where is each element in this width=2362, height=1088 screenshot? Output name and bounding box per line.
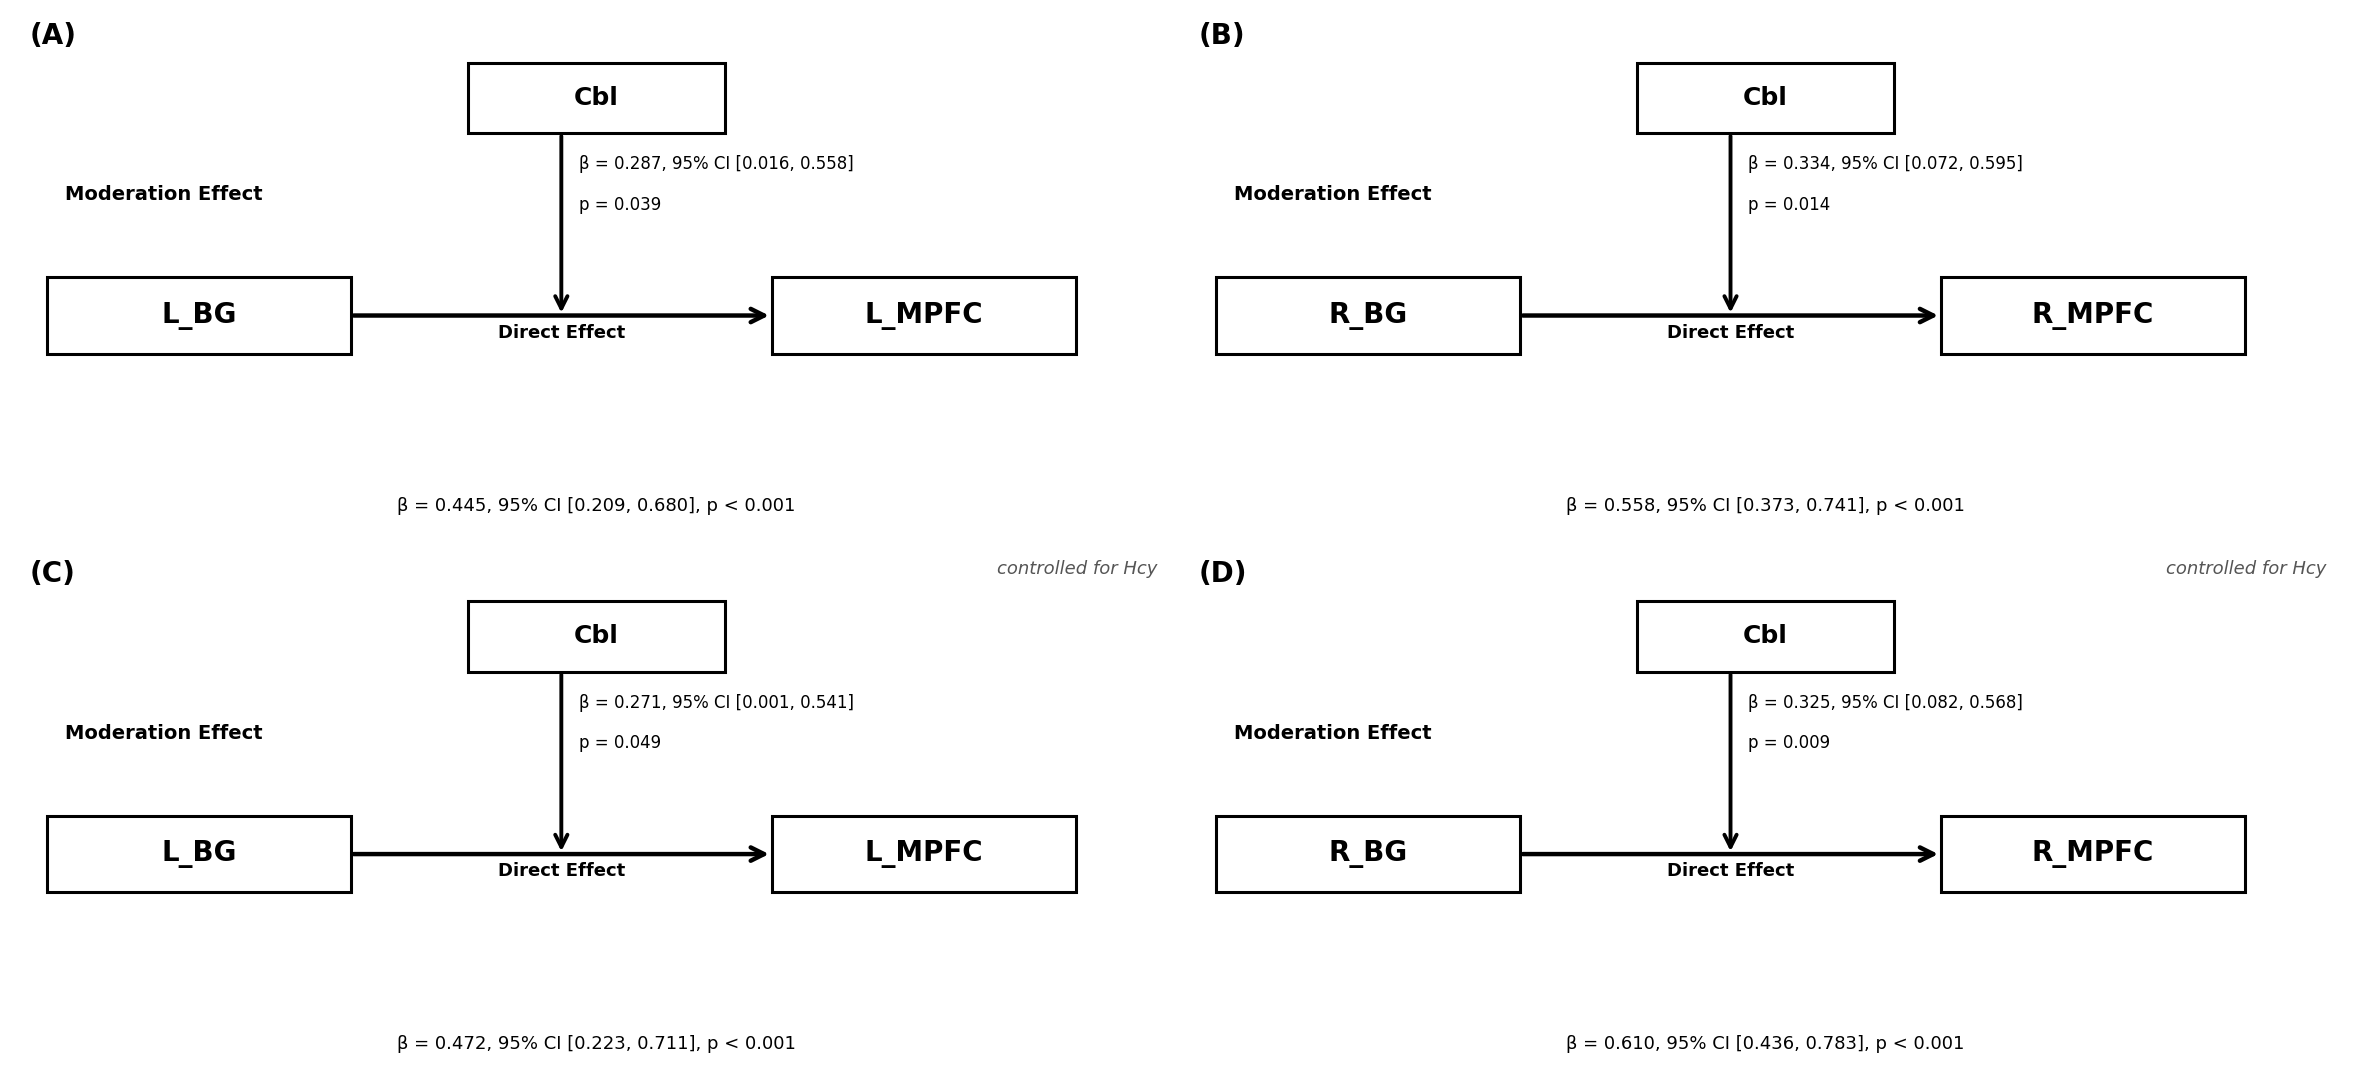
Text: β = 0.334, 95% CI [0.072, 0.595]: β = 0.334, 95% CI [0.072, 0.595]: [1748, 154, 2022, 173]
Text: Cbl: Cbl: [1743, 625, 1788, 648]
Text: L_MPFC: L_MPFC: [864, 301, 983, 330]
FancyBboxPatch shape: [1216, 816, 1521, 892]
FancyBboxPatch shape: [468, 601, 725, 671]
Text: R_MPFC: R_MPFC: [2031, 840, 2154, 868]
Text: p = 0.014: p = 0.014: [1748, 196, 1831, 214]
Text: p = 0.049: p = 0.049: [579, 734, 661, 753]
Text: Direct Effect: Direct Effect: [1668, 324, 1795, 342]
Text: p = 0.009: p = 0.009: [1748, 734, 1831, 753]
Text: Cbl: Cbl: [574, 86, 619, 110]
Text: Cbl: Cbl: [1743, 86, 1788, 110]
FancyBboxPatch shape: [47, 277, 352, 354]
Text: R_BG: R_BG: [1327, 840, 1408, 868]
FancyBboxPatch shape: [1637, 601, 1894, 671]
Text: β = 0.271, 95% CI [0.001, 0.541]: β = 0.271, 95% CI [0.001, 0.541]: [579, 694, 855, 712]
Text: R_MPFC: R_MPFC: [2031, 301, 2154, 330]
Text: β = 0.558, 95% CI [0.373, 0.741], p < 0.001: β = 0.558, 95% CI [0.373, 0.741], p < 0.…: [1566, 497, 1965, 515]
Text: Direct Effect: Direct Effect: [1668, 862, 1795, 880]
Text: β = 0.325, 95% CI [0.082, 0.568]: β = 0.325, 95% CI [0.082, 0.568]: [1748, 694, 2022, 712]
Text: p = 0.039: p = 0.039: [579, 196, 661, 214]
Text: Moderation Effect: Moderation Effect: [66, 185, 262, 203]
Text: β = 0.610, 95% CI [0.436, 0.783], p < 0.001: β = 0.610, 95% CI [0.436, 0.783], p < 0.…: [1566, 1036, 1965, 1053]
Text: (A): (A): [28, 22, 76, 50]
Text: L_MPFC: L_MPFC: [864, 840, 983, 868]
FancyBboxPatch shape: [47, 816, 352, 892]
Text: Direct Effect: Direct Effect: [498, 862, 626, 880]
Text: Direct Effect: Direct Effect: [498, 324, 626, 342]
Text: L_BG: L_BG: [161, 840, 236, 868]
Text: β = 0.472, 95% CI [0.223, 0.711], p < 0.001: β = 0.472, 95% CI [0.223, 0.711], p < 0.…: [397, 1036, 796, 1053]
Text: β = 0.445, 95% CI [0.209, 0.680], p < 0.001: β = 0.445, 95% CI [0.209, 0.680], p < 0.…: [397, 497, 796, 515]
Text: L_BG: L_BG: [161, 301, 236, 330]
FancyBboxPatch shape: [772, 816, 1075, 892]
Text: R_BG: R_BG: [1327, 301, 1408, 330]
Text: Moderation Effect: Moderation Effect: [66, 724, 262, 742]
Text: (C): (C): [28, 560, 76, 589]
Text: controlled for Hcy: controlled for Hcy: [2166, 560, 2327, 579]
Text: β = 0.287, 95% CI [0.016, 0.558]: β = 0.287, 95% CI [0.016, 0.558]: [579, 154, 853, 173]
Text: controlled for Hcy: controlled for Hcy: [997, 560, 1157, 579]
Text: (D): (D): [1198, 560, 1247, 589]
Text: Moderation Effect: Moderation Effect: [1235, 185, 1431, 203]
Text: Moderation Effect: Moderation Effect: [1235, 724, 1431, 742]
FancyBboxPatch shape: [1637, 62, 1894, 133]
FancyBboxPatch shape: [772, 277, 1075, 354]
FancyBboxPatch shape: [1216, 277, 1521, 354]
FancyBboxPatch shape: [1942, 816, 2244, 892]
Text: (B): (B): [1198, 22, 1245, 50]
Text: Cbl: Cbl: [574, 625, 619, 648]
FancyBboxPatch shape: [468, 62, 725, 133]
FancyBboxPatch shape: [1942, 277, 2244, 354]
